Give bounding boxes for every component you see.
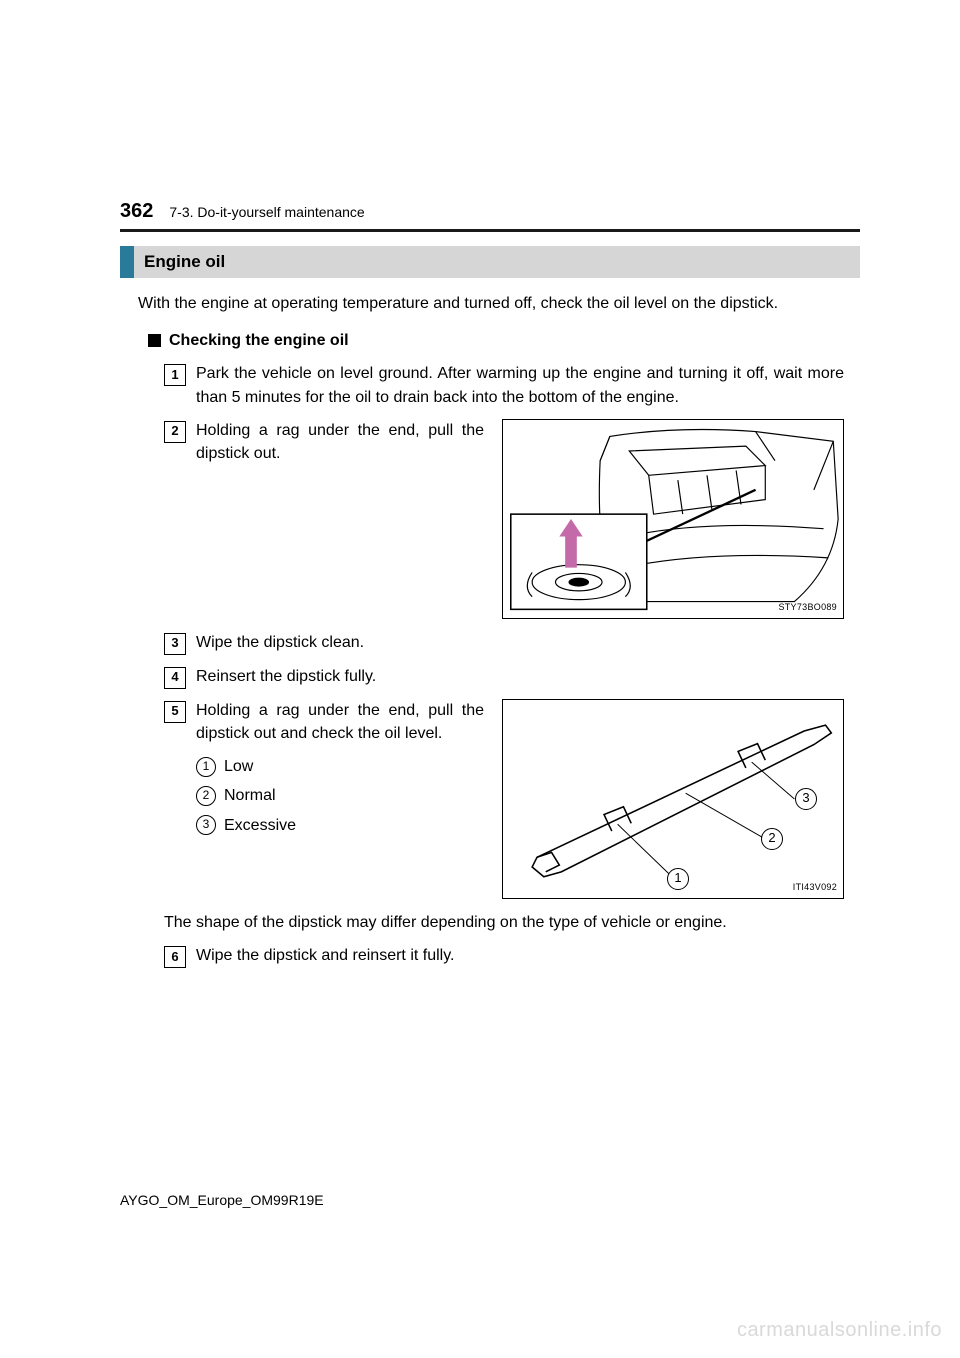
figure-label-1: 1 <box>667 868 689 890</box>
level-low: 1 Low <box>196 755 484 778</box>
figure-id: STY73BO089 <box>778 601 837 614</box>
engine-bay-illustration <box>503 420 843 618</box>
step-text: Wipe the dipstick and reinsert it fully. <box>196 944 844 968</box>
step-3: 3 Wipe the dipstick clean. <box>164 631 844 655</box>
subheading-text: Checking the engine oil <box>169 329 349 352</box>
step-5-row: 5 Holding a rag under the end, pull the … <box>164 699 844 899</box>
footer-doc-id: AYGO_OM_Europe_OM99R19E <box>120 1192 324 1208</box>
step-1: 1 Park the vehicle on level ground. Afte… <box>164 362 844 408</box>
figure-dipstick-levels: 1 2 3 ITI43V092 <box>502 699 844 899</box>
level-excessive: 3 Excessive <box>196 814 484 837</box>
step-2: 2 Holding a rag under the end, pull the … <box>164 419 484 465</box>
step-number: 6 <box>164 946 186 968</box>
circle-number: 1 <box>196 757 216 777</box>
step-6: 6 Wipe the dipstick and reinsert it full… <box>164 944 844 968</box>
step-text: Wipe the dipstick clean. <box>196 631 844 655</box>
figure-label-2: 2 <box>761 828 783 850</box>
level-normal: 2 Normal <box>196 784 484 807</box>
step-number: 2 <box>164 421 186 443</box>
page-header: 362 7-3. Do-it-yourself maintenance <box>120 200 860 223</box>
figure-id: ITI43V092 <box>793 881 837 894</box>
step-5: 5 Holding a rag under the end, pull the … <box>164 699 484 745</box>
chapter-title: 7-3. Do-it-yourself maintenance <box>169 204 364 220</box>
square-bullet-icon <box>148 334 161 347</box>
subheading: Checking the engine oil <box>148 329 844 352</box>
content: With the engine at operating temperature… <box>120 292 860 968</box>
step-number: 4 <box>164 667 186 689</box>
step-text: Holding a rag under the end, pull the di… <box>196 419 484 465</box>
header-rule <box>120 229 860 232</box>
circle-number: 3 <box>196 815 216 835</box>
step-2-row: 2 Holding a rag under the end, pull the … <box>164 419 844 619</box>
step-text: Park the vehicle on level ground. After … <box>196 362 844 408</box>
step-number: 5 <box>164 701 186 723</box>
step-number: 3 <box>164 633 186 655</box>
section-title: Engine oil <box>120 246 860 278</box>
circle-number: 2 <box>196 786 216 806</box>
page-number: 362 <box>120 200 153 223</box>
watermark: carmanualsonline.info <box>737 1319 942 1342</box>
step-number: 1 <box>164 364 186 386</box>
figure-label-3: 3 <box>795 788 817 810</box>
page-body: 362 7-3. Do-it-yourself maintenance Engi… <box>120 200 860 978</box>
level-label: Excessive <box>224 814 296 837</box>
intro-text: With the engine at operating temperature… <box>138 292 844 315</box>
step-4: 4 Reinsert the dipstick fully. <box>164 665 844 689</box>
level-label: Low <box>224 755 253 778</box>
figure-dipstick-location: STY73BO089 <box>502 419 844 619</box>
step-text: Holding a rag under the end, pull the di… <box>196 699 484 745</box>
dipstick-shape-note: The shape of the dipstick may differ dep… <box>164 911 844 934</box>
level-label: Normal <box>224 784 276 807</box>
step-text: Reinsert the dipstick fully. <box>196 665 844 689</box>
